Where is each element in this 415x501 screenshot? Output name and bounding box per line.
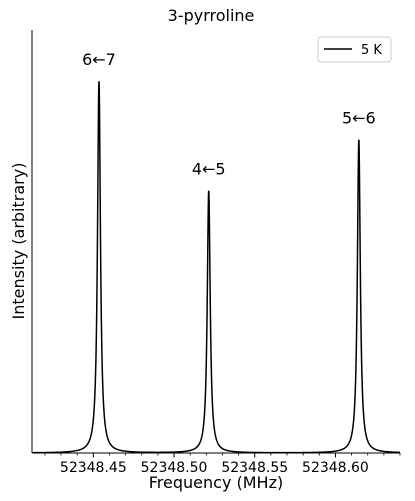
peak-label: 5←6 [342,109,376,128]
y-axis-label: Intensity (arbitrary) [9,163,28,320]
x-tick-label: 52348.55 [221,460,288,476]
legend-label: 5 K [361,43,382,58]
x-tick-label: 52348.60 [302,460,369,476]
series-layer [32,81,400,454]
series-line-5k [32,81,400,454]
peak-label: 4←5 [192,159,226,178]
peak-label: 6←7 [82,50,116,69]
x-tick-label: 52348.50 [141,460,208,476]
x-tick-label: 52348.45 [60,460,127,476]
legend-box [317,36,392,63]
chart-title: 3-pyrroline [168,6,255,25]
peak-labels: 6←7 4←5 5←6 [82,50,376,179]
plot-area: 6←7 4←5 5←6 [32,50,400,454]
legend: 5 K [317,36,392,63]
x-axis-label: Frequency (MHz) [149,473,283,492]
x-axis-ticks: 52348.45 52348.50 52348.55 52348.60 [44,453,401,476]
